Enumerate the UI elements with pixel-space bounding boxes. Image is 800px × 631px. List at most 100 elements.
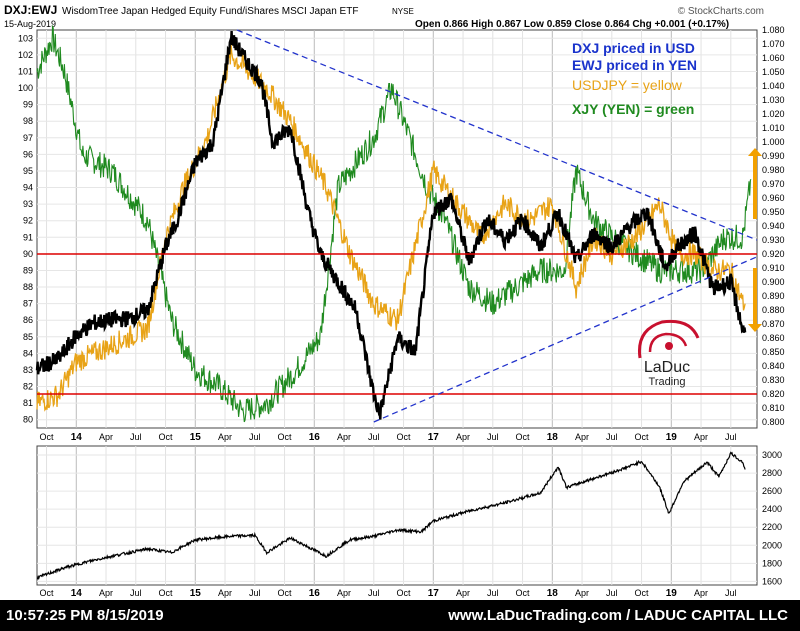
legend-usdjpy: USDJPY = yellow	[572, 77, 683, 93]
right-y-tick-label: 0.850	[762, 347, 785, 357]
logo-swirl-icon	[637, 319, 700, 359]
stockcharts-watermark: © StockCharts.com	[678, 6, 764, 17]
main-x-tick-label: 17	[428, 432, 440, 443]
right-y-tick-label: 1.050	[762, 67, 785, 77]
lower-y-tick-label: 3000	[762, 450, 782, 460]
main-x-tick-label: Jul	[487, 432, 499, 442]
up-arrow-icon	[748, 148, 762, 156]
logo-dot-icon	[665, 342, 673, 350]
right-y-tick-label: 0.880	[762, 305, 785, 315]
right-y-tick-label: 0.860	[762, 333, 785, 343]
main-x-tick-label: Oct	[278, 432, 293, 442]
main-x-tick-label: Oct	[40, 432, 55, 442]
xjy-series-line	[36, 24, 752, 423]
right-y-tick-label: 1.030	[762, 95, 785, 105]
main-x-tick-label: Jul	[725, 432, 737, 442]
lower-y-tick-label: 1800	[762, 558, 782, 568]
right-y-tick-label: 0.970	[762, 179, 785, 189]
main-x-tick-label: Jul	[249, 432, 261, 442]
left-y-tick-label: 85	[23, 332, 33, 342]
lower-panel	[36, 445, 758, 586]
chart-exchange: NYSE	[392, 7, 414, 16]
left-y-tick-label: 101	[18, 66, 33, 76]
footer-website: www.LaDucTrading.com / LADUC CAPITAL LLC	[448, 607, 788, 624]
right-y-tick-label: 1.080	[762, 25, 785, 35]
main-x-tick-label: Jul	[606, 432, 618, 442]
chart-canvas: DXJ:EWJ WisdomTree Japan Hedged Equity F…	[4, 3, 785, 599]
right-y-tick-label: 1.060	[762, 53, 785, 63]
right-y-tick-label: 1.000	[762, 137, 785, 147]
legend-ratio-line1: DXJ priced in USD	[572, 40, 695, 56]
footer-timestamp: 10:57:25 PM 8/15/2019	[6, 607, 164, 624]
lower-y-tick-label: 1600	[762, 576, 782, 586]
lower-y-tick-label: 2000	[762, 540, 782, 550]
main-x-tick-label: 18	[547, 432, 559, 443]
right-y-tick-label: 0.810	[762, 403, 785, 413]
lower-x-tick-label: Jul	[606, 588, 618, 598]
right-y-tick-label: 1.040	[762, 81, 785, 91]
left-y-tick-label: 88	[23, 282, 33, 292]
lower-x-tick-label: 16	[309, 588, 321, 599]
lower-x-tick-label: Apr	[337, 588, 351, 598]
ratio-series-line	[35, 30, 747, 420]
right-y-tick-label: 0.890	[762, 291, 785, 301]
lower-x-tick-label: Apr	[99, 588, 113, 598]
lower-y-tick-label: 2400	[762, 504, 782, 514]
right-y-tick-label: 0.940	[762, 221, 785, 231]
lower-x-tick-label: 19	[666, 588, 678, 599]
lower-x-tick-label: Oct	[635, 588, 650, 598]
chart-symbol: DXJ:EWJ	[4, 3, 57, 17]
legend-xjy: XJY (YEN) = green	[572, 101, 694, 117]
lower-x-tick-label: Jul	[487, 588, 499, 598]
main-x-tick-label: Apr	[99, 432, 113, 442]
right-y-tick-label: 0.980	[762, 165, 785, 175]
right-y-tick-label: 0.950	[762, 207, 785, 217]
left-y-tick-label: 89	[23, 265, 33, 275]
lower-x-tick-label: Oct	[278, 588, 293, 598]
lower-x-tick-label: Apr	[456, 588, 470, 598]
lower-x-tick-label: Apr	[575, 588, 589, 598]
left-y-tick-label: 82	[23, 382, 33, 392]
right-y-tick-label: 0.800	[762, 417, 785, 427]
lower-x-tick-label: Jul	[368, 588, 380, 598]
main-x-tick-label: Apr	[694, 432, 708, 442]
legend-ratio-line2: EWJ priced in YEN	[572, 57, 697, 73]
main-x-tick-label: 19	[666, 432, 678, 443]
left-y-tick-label: 80	[23, 415, 33, 425]
left-y-tick-label: 100	[18, 83, 33, 93]
lower-x-tick-label: Apr	[694, 588, 708, 598]
right-y-tick-label: 0.820	[762, 389, 785, 399]
left-y-tick-label: 93	[23, 199, 33, 209]
main-x-tick-label: Jul	[130, 432, 142, 442]
left-y-tick-label: 83	[23, 365, 33, 375]
logo-sub: Trading	[649, 376, 686, 388]
right-y-tick-label: 0.900	[762, 277, 785, 287]
right-y-tick-label: 0.830	[762, 375, 785, 385]
left-y-tick-label: 95	[23, 166, 33, 176]
left-y-tick-label: 90	[23, 249, 33, 259]
main-x-tick-label: Jul	[368, 432, 380, 442]
lower-x-tick-label: Oct	[397, 588, 412, 598]
logo-swirl-inner-icon	[648, 332, 688, 353]
lower-y-tick-label: 2200	[762, 522, 782, 532]
left-y-tick-label: 86	[23, 315, 33, 325]
footer-bar: 10:57:25 PM 8/15/2019 www.LaDucTrading.c…	[0, 600, 800, 631]
left-y-tick-label: 98	[23, 116, 33, 126]
lower-x-tick-label: Jul	[725, 588, 737, 598]
right-y-tick-label: 1.010	[762, 123, 785, 133]
main-x-tick-label: 14	[71, 432, 83, 443]
main-x-tick-label: Oct	[159, 432, 174, 442]
lower-x-tick-label: 14	[71, 588, 83, 599]
chart-ohlc: Open 0.866 High 0.867 Low 0.859 Close 0.…	[415, 19, 729, 30]
down-arrow-icon	[748, 324, 762, 332]
main-x-tick-label: Apr	[337, 432, 351, 442]
lower-x-tick-label: 15	[190, 588, 202, 599]
lower-y-tick-label: 2600	[762, 486, 782, 496]
laduc-logo: LaDuc Trading	[637, 319, 700, 388]
lower-y-tick-label: 2800	[762, 468, 782, 478]
lower-x-tick-label: Jul	[130, 588, 142, 598]
logo-name: LaDuc	[644, 359, 690, 376]
lower-x-tick-label: Oct	[159, 588, 174, 598]
main-x-tick-label: Apr	[218, 432, 232, 442]
left-y-tick-label: 81	[23, 398, 33, 408]
